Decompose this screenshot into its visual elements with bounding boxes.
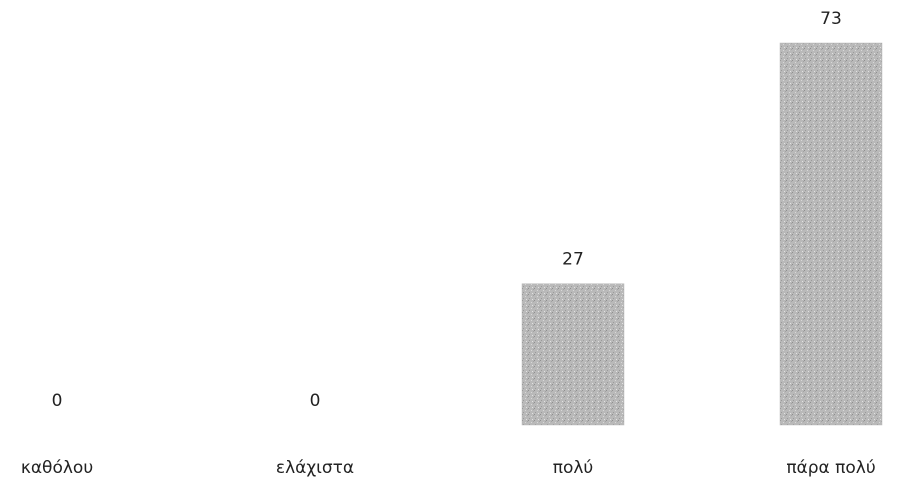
bar (521, 283, 625, 426)
x-tick-label: καθόλου (21, 458, 93, 478)
x-tick-label: πολύ (553, 458, 594, 478)
value-label: 0 (52, 391, 63, 411)
value-label: 27 (562, 250, 584, 270)
bar (779, 42, 883, 426)
x-tick-label: ελάχιστα (276, 458, 354, 478)
x-tick-label: πάρα πολύ (786, 458, 875, 478)
value-label: 0 (310, 391, 321, 411)
value-label: 73 (820, 9, 842, 29)
